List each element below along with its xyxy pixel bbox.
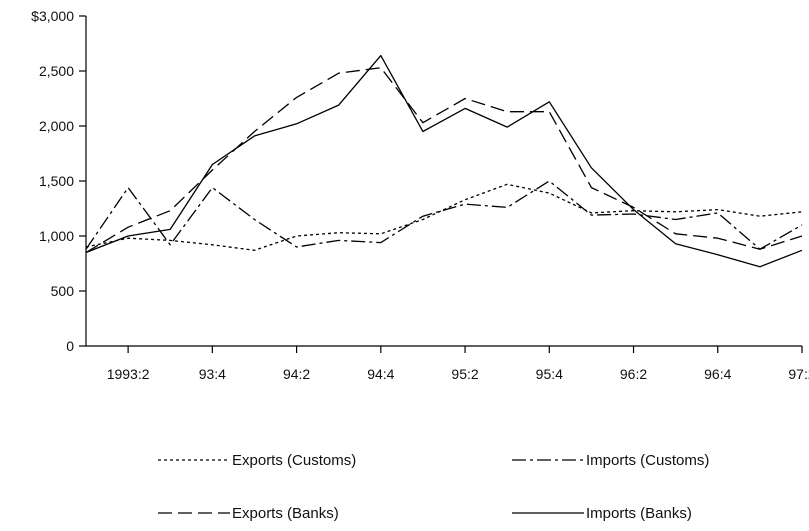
legend: Exports (Customs) Imports (Customs) Export…: [158, 452, 709, 522]
series-line-3: [85, 54, 803, 268]
legend-label-2: Exports (Banks): [232, 505, 339, 522]
y-tick-label: 2,000: [39, 118, 74, 134]
x-tick-label: 1993:2: [107, 366, 150, 382]
series-line-2: [85, 67, 803, 254]
legend-label-1: Imports (Customs): [586, 452, 709, 469]
x-tick-label: 97:2: [788, 366, 809, 382]
legend-label-0: Exports (Customs): [232, 452, 356, 469]
series-lines: [85, 54, 803, 268]
y-tick-label: 1,000: [39, 228, 74, 244]
series-line-1: [85, 180, 803, 250]
y-tick-label: 500: [51, 283, 75, 299]
legend-label-3: Imports (Banks): [586, 505, 692, 522]
y-tick-label: $3,000: [31, 8, 74, 24]
y-tick-label: 1,500: [39, 173, 74, 189]
y-axis: 0 500 1,000 1,500 2,000 2,500 $3,000: [31, 8, 87, 354]
x-axis: 1993:2 93:4 94:2 94:4 95:2 95:4 96:2 96:4 97:2: [86, 345, 809, 382]
x-tick-label: 95:2: [451, 366, 478, 382]
x-tick-label: 96:4: [704, 366, 731, 382]
x-tick-label: 93:4: [199, 366, 226, 382]
x-tick-label: 94:2: [283, 366, 310, 382]
x-tick-label: 96:2: [620, 366, 647, 382]
x-tick-label: 94:4: [367, 366, 394, 382]
x-tick-label: 95:4: [536, 366, 563, 382]
y-tick-label: 2,500: [39, 63, 74, 79]
y-tick-label: 0: [66, 338, 74, 354]
